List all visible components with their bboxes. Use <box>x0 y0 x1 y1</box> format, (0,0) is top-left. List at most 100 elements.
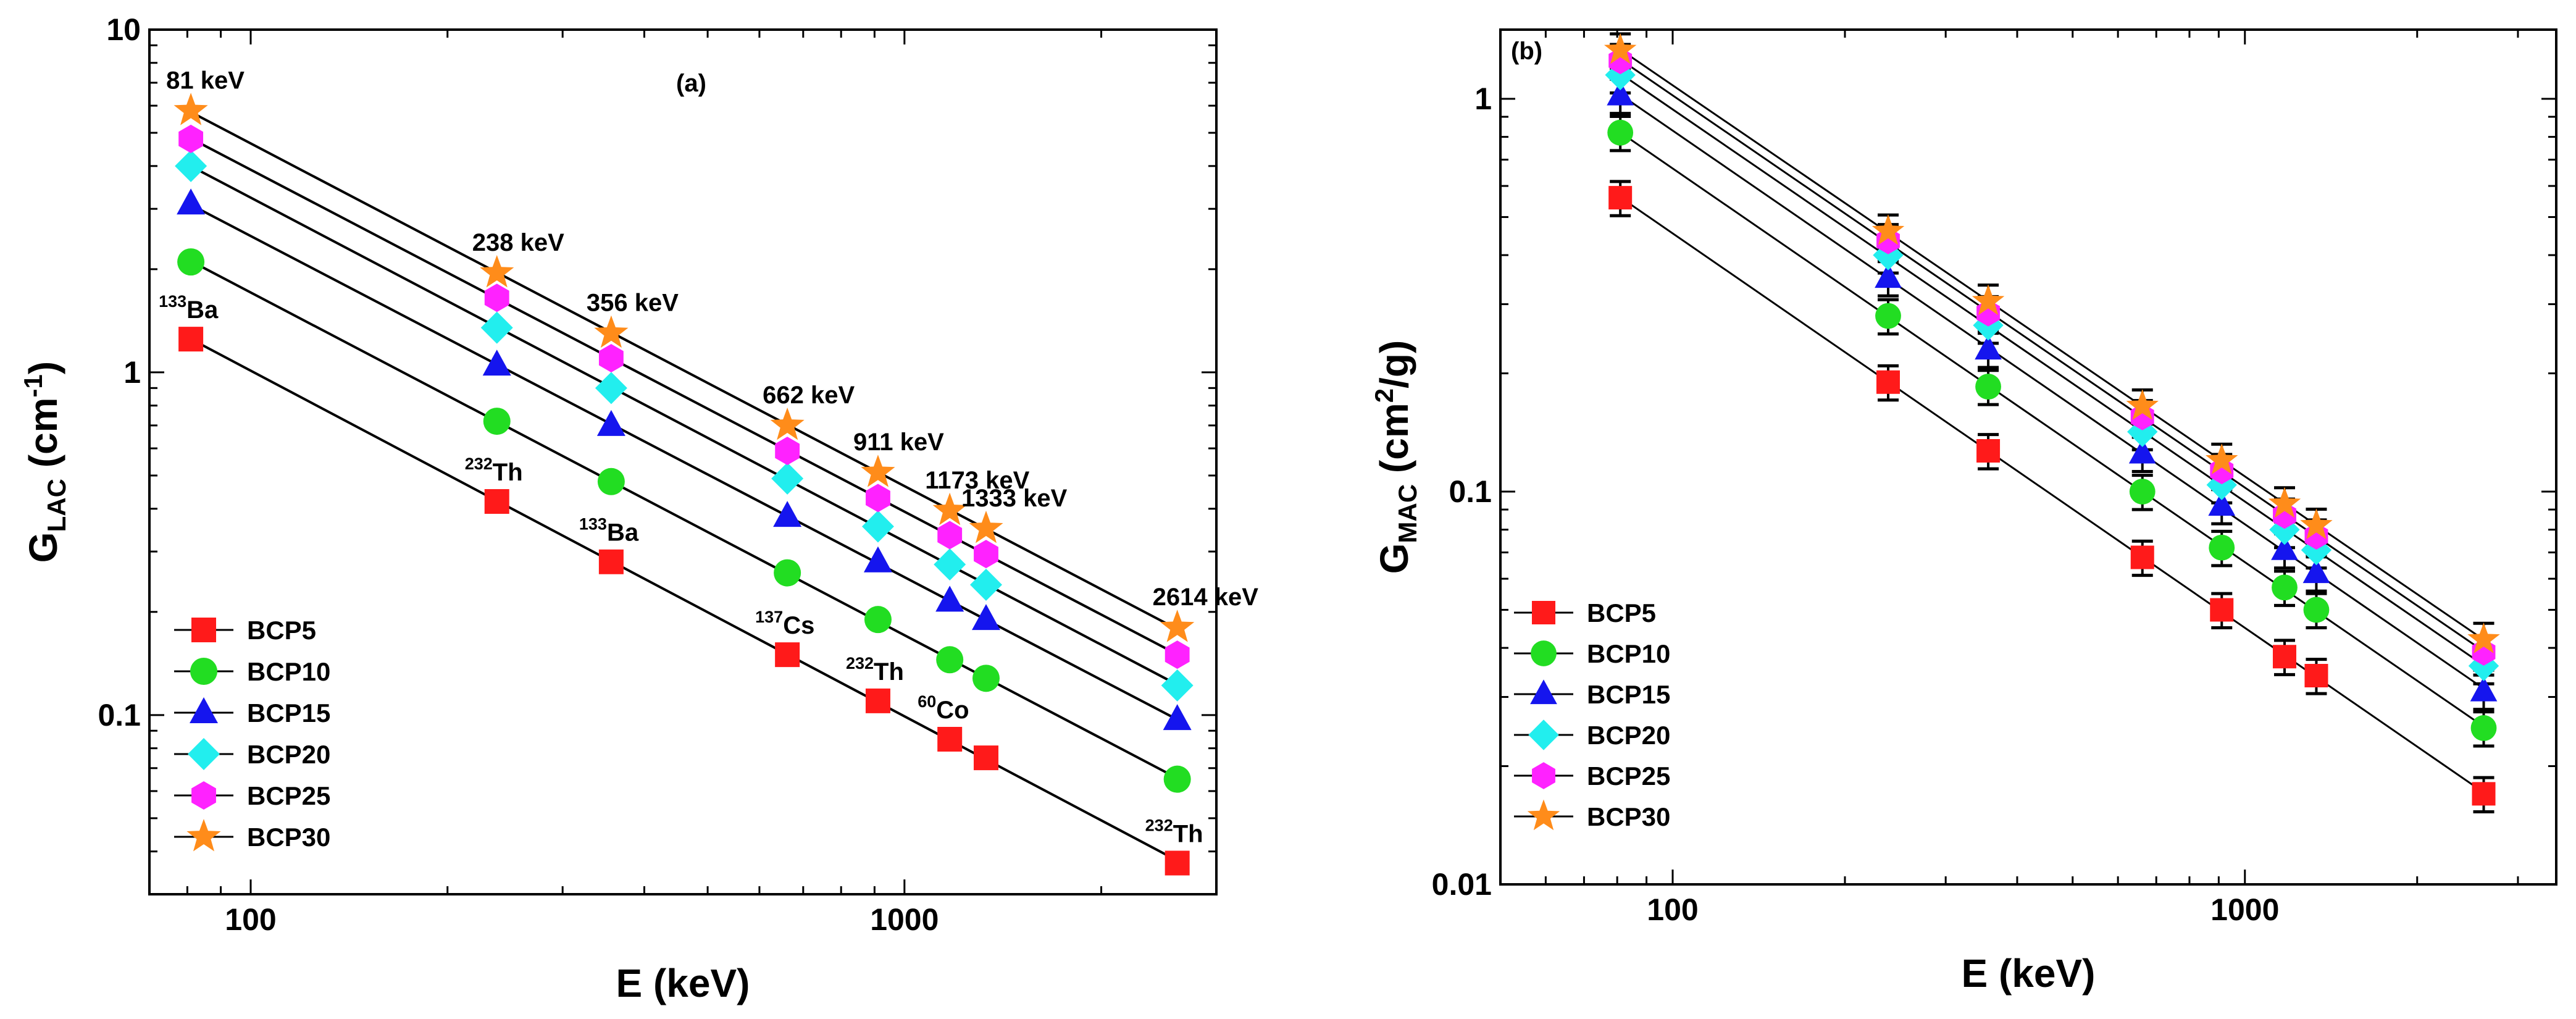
source-label: 133Ba <box>159 292 219 324</box>
marker-3-2 <box>595 372 627 405</box>
marker-legend-3 <box>1528 719 1559 750</box>
marker-4-2 <box>598 343 624 372</box>
legend-label-BCP5: BCP5 <box>247 616 316 645</box>
marker-4-4 <box>866 484 890 513</box>
marker-5-0 <box>174 93 208 125</box>
marker-5-5 <box>2268 487 2301 518</box>
fit-line-BCP5 <box>1620 196 2485 794</box>
source-label-element: Cs <box>783 612 814 639</box>
legend-label-BCP15: BCP15 <box>1587 680 1670 709</box>
source-label: 232Th <box>465 455 523 486</box>
marker-4-5 <box>937 521 963 550</box>
marker-0-5 <box>2272 645 2296 669</box>
marker-5-7 <box>2467 623 2500 653</box>
fit-line-BCP10 <box>1620 132 2485 728</box>
legend-label-BCP30: BCP30 <box>1587 802 1670 831</box>
y-axis-label: GMAC (cm2/g) <box>1370 340 1422 574</box>
panel-b-chart: 100 1000 0.01 0.1 1 E (keV) GMAC (cm2/g) (b) BCP… <box>1370 28 2557 996</box>
energy-label: 356 keV <box>587 290 679 317</box>
source-label-element: Th <box>874 658 904 686</box>
marker-2-0 <box>1607 80 1634 106</box>
y-tick-label: 0.1 <box>1449 474 1492 509</box>
marker-0-7 <box>1165 850 1190 876</box>
marker-3-5 <box>2269 514 2300 545</box>
x-tick-label: 1000 <box>870 902 939 937</box>
y-tick-label: 1 <box>123 355 141 390</box>
energy-label: 1173 keV <box>925 467 1029 494</box>
marker-5-0 <box>1604 33 1637 64</box>
source-label-sup: 232 <box>846 654 874 673</box>
source-label-element: Th <box>1173 820 1203 847</box>
marker-1-6 <box>972 665 1000 692</box>
y-axis-label-main: G <box>21 532 65 563</box>
panel-a-chart: 100 1000 0.1 1 10 E (keV) GLAC (cm-1) (a) 81 keV… <box>19 12 1258 1005</box>
source-label-sup: 232 <box>1145 816 1173 834</box>
y-tick-label: 10 <box>106 12 141 47</box>
y-axis-label-close: ) <box>21 361 65 374</box>
marker-0-4 <box>2210 598 2234 622</box>
source-label-sup: 232 <box>465 455 493 473</box>
plot-frame <box>148 28 1218 895</box>
marker-4-0 <box>178 124 204 153</box>
marker-2-6 <box>971 604 1000 631</box>
source-label: 232Th <box>1145 816 1203 847</box>
source-label: 133Ba <box>579 515 639 547</box>
fit-line-BCP25 <box>1620 59 2485 652</box>
source-label-sup: 133 <box>159 292 186 311</box>
legend-label-BCP25: BCP25 <box>1587 761 1670 790</box>
fit-line-BCP25 <box>190 137 1178 656</box>
marker-3-4 <box>2206 469 2237 500</box>
marker-2-3 <box>773 501 802 527</box>
marker-2-2 <box>1975 335 2002 360</box>
marker-2-1 <box>482 350 511 376</box>
marker-5-1 <box>1871 214 1905 245</box>
marker-0-5 <box>937 727 963 752</box>
marker-1-1 <box>483 408 511 435</box>
y-axis-label-main: G <box>1372 543 1416 574</box>
marker-3-0 <box>175 149 207 182</box>
source-label-sup: 60 <box>918 692 936 711</box>
marker-1-0 <box>1607 119 1634 146</box>
marker-5-6 <box>2300 508 2333 540</box>
marker-5-3 <box>2126 389 2159 420</box>
source-label: 137Cs <box>755 608 814 639</box>
marker-5-4 <box>2206 443 2238 474</box>
legend-label-BCP10: BCP10 <box>247 657 330 686</box>
marker-legend-3 <box>188 738 220 770</box>
source-label: 60Co <box>918 692 969 724</box>
source-label-sup: 137 <box>755 608 783 626</box>
marker-4-1 <box>484 283 509 312</box>
marker-3-6 <box>969 568 1002 601</box>
marker-1-7 <box>2470 715 2497 741</box>
source-label-element: Co <box>936 697 969 724</box>
energy-label: 2614 keV <box>1153 584 1259 611</box>
marker-3-1 <box>480 311 513 344</box>
energy-label: 1333 keV <box>961 485 1068 512</box>
marker-3-0 <box>1605 59 1636 91</box>
marker-0-2 <box>1976 438 2001 463</box>
energy-label: 911 keV <box>853 429 944 456</box>
y-axis-label: GLAC (cm-1) <box>19 361 71 563</box>
fit-line-BCP15 <box>1620 93 2485 690</box>
marker-legend-1 <box>1531 640 1557 666</box>
marker-legend-4 <box>1532 762 1555 789</box>
marker-2-6 <box>2302 558 2330 584</box>
x-tick-label: 1000 <box>2210 892 2279 927</box>
x-axis-label: E (keV) <box>616 961 750 1005</box>
marker-0-1 <box>1876 370 1900 394</box>
marker-3-3 <box>771 462 804 495</box>
legend-label-BCP5: BCP5 <box>1587 598 1656 627</box>
fit-line-BCP30 <box>1620 48 2485 640</box>
marker-0-0 <box>1608 186 1633 210</box>
marker-0-3 <box>2130 545 2154 569</box>
y-axis-label-sub: MAC <box>1393 484 1422 543</box>
marker-legend-0 <box>191 618 216 642</box>
y-axis-label-sup: -1 <box>19 374 48 397</box>
marker-4-6 <box>974 540 998 569</box>
energy-label: 81 keV <box>166 67 245 94</box>
panel-label: (b) <box>1511 38 1542 65</box>
y-tick-label: 0.1 <box>98 698 141 732</box>
fit-line-BCP30 <box>190 111 1178 631</box>
energy-label: 662 keV <box>763 382 855 409</box>
